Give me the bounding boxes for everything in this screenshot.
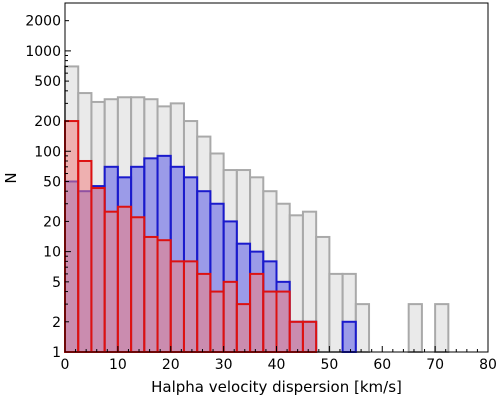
y-tick-label: 2	[52, 315, 61, 331]
x-tick-label: 20	[162, 357, 180, 373]
bar-gray	[354, 303, 371, 353]
axis-ticks: 0 10 20 30 40 50 60 70 80 1 2 5 10 20 50 100 200 500 1000 2…	[25, 2, 497, 373]
y-axis-title: N	[2, 172, 20, 183]
bar-red	[222, 280, 238, 354]
y-tick-label: 200	[34, 114, 61, 130]
bar-red	[130, 216, 146, 353]
y-tick-label: 100	[34, 144, 61, 160]
x-tick-label: 0	[61, 357, 70, 373]
y-tick-label: 50	[43, 174, 61, 190]
y-tick-label: 2000	[25, 14, 61, 30]
y-tick-label: 5	[52, 275, 61, 291]
bar-red	[116, 205, 133, 353]
bar-red	[156, 239, 172, 353]
y-tick-label: 10	[43, 245, 61, 261]
y-tick-label: 1	[52, 345, 61, 361]
bar-red	[196, 272, 212, 354]
bar-red	[77, 159, 93, 353]
bar-red	[262, 290, 278, 354]
bar-red	[169, 260, 185, 353]
x-tick-label: 50	[320, 357, 338, 373]
x-tick-label: 60	[373, 357, 391, 373]
histogram-bars	[64, 65, 450, 354]
x-tick-label: 40	[268, 357, 286, 373]
bar-red	[249, 272, 265, 354]
y-tick-label: 1000	[25, 44, 61, 60]
bar-red	[209, 290, 225, 354]
bar-red	[235, 303, 252, 353]
bar-gray	[315, 235, 331, 354]
bar-gray	[407, 303, 423, 353]
x-tick-label: 10	[109, 357, 127, 373]
bar-red	[275, 290, 291, 354]
bar-red	[103, 210, 119, 353]
bar-red	[301, 320, 318, 353]
y-tick-label: 500	[34, 74, 61, 90]
y-tick-label: 20	[43, 214, 61, 230]
bar-red	[182, 260, 199, 353]
bar-red	[288, 320, 304, 353]
x-tick-label: 70	[426, 357, 444, 373]
bar-red	[143, 235, 159, 354]
bar-gray	[434, 303, 450, 353]
bar-blue	[341, 320, 357, 353]
x-axis-title: Halpha velocity dispersion [km/s]	[151, 378, 402, 396]
bar-gray	[328, 272, 344, 354]
bar-red	[90, 187, 106, 353]
x-tick-label: 80	[479, 357, 497, 373]
x-tick-label: 30	[215, 357, 233, 373]
